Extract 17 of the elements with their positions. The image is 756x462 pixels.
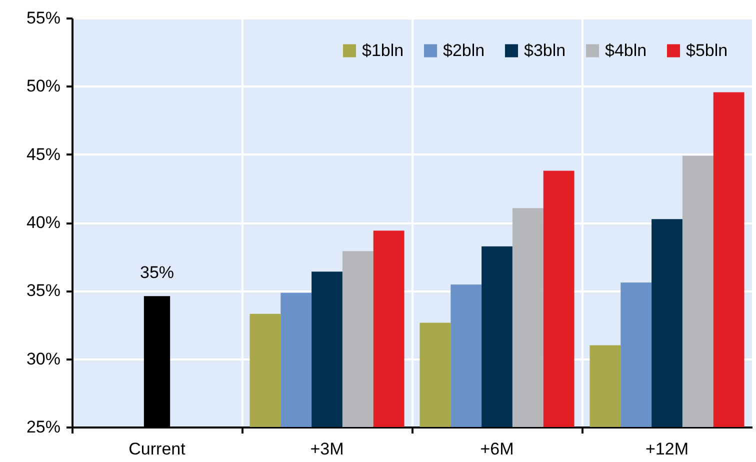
legend-label: $3bln [524, 40, 566, 60]
y-tick-label: 25% [26, 418, 60, 436]
data-label: 35% [140, 263, 174, 282]
x-tick-label: +12M [646, 440, 688, 458]
y-tick-label: 35% [26, 281, 60, 300]
y-tick-label: 45% [26, 144, 60, 164]
legend-label: $1bln [362, 40, 404, 60]
y-tick-label: 40% [26, 213, 60, 232]
legend-label: $2bln [443, 40, 485, 60]
y-tick-label: 30% [26, 349, 60, 368]
legend-label: $4bln [605, 40, 647, 60]
x-tick-label: +6M [480, 440, 514, 458]
x-tick-label: +3M [310, 440, 344, 458]
legend-label: $5bln [686, 40, 728, 60]
y-tick-label: 55% [26, 8, 60, 28]
y-tick-label: 50% [26, 76, 60, 96]
x-tick-label: Current [128, 440, 186, 458]
